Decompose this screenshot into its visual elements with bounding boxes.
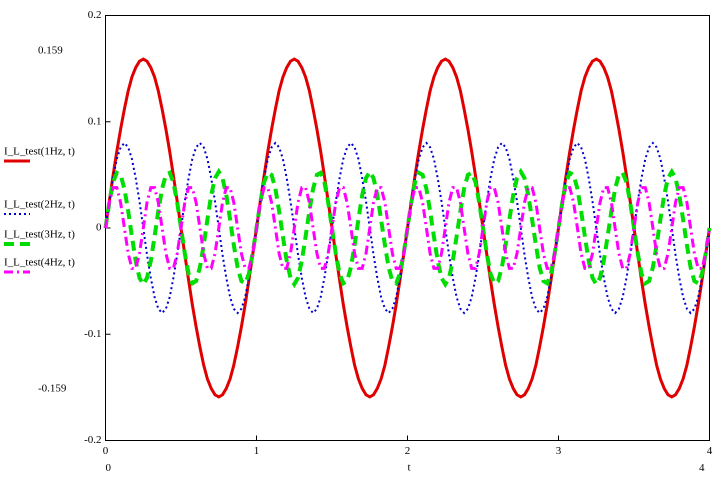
y-tick-label: 0.1 [88, 115, 102, 127]
x-tick-label: 0 [103, 445, 109, 457]
series-line [104, 141, 711, 315]
y-tick-label: -0.1 [84, 328, 101, 340]
x-tick-label: 4 [707, 445, 713, 457]
x-limit-label: 4 [699, 462, 705, 474]
x-tick-label: 2 [405, 445, 411, 457]
y-tick-label: 0.2 [88, 9, 102, 21]
series-line [104, 186, 711, 270]
x-limit-label: 0 [106, 462, 112, 474]
legend-label: I_L_test(2Hz, t) [4, 199, 75, 211]
y-tick-label: 0 [96, 222, 102, 234]
legend-label: I_L_test(1Hz, t) [4, 146, 75, 158]
y-tick-label: -0.2 [84, 434, 101, 446]
legend-label: I_L_test(3Hz, t) [4, 229, 75, 241]
x-axis-label: t [407, 462, 410, 474]
y-limit-label: 0.159 [38, 45, 63, 57]
x-tick-label: 1 [254, 445, 260, 457]
x-tick-label: 3 [556, 445, 562, 457]
legend-label: I_L_test(4Hz, t) [4, 257, 75, 269]
y-limit-label: -0.159 [38, 382, 67, 394]
